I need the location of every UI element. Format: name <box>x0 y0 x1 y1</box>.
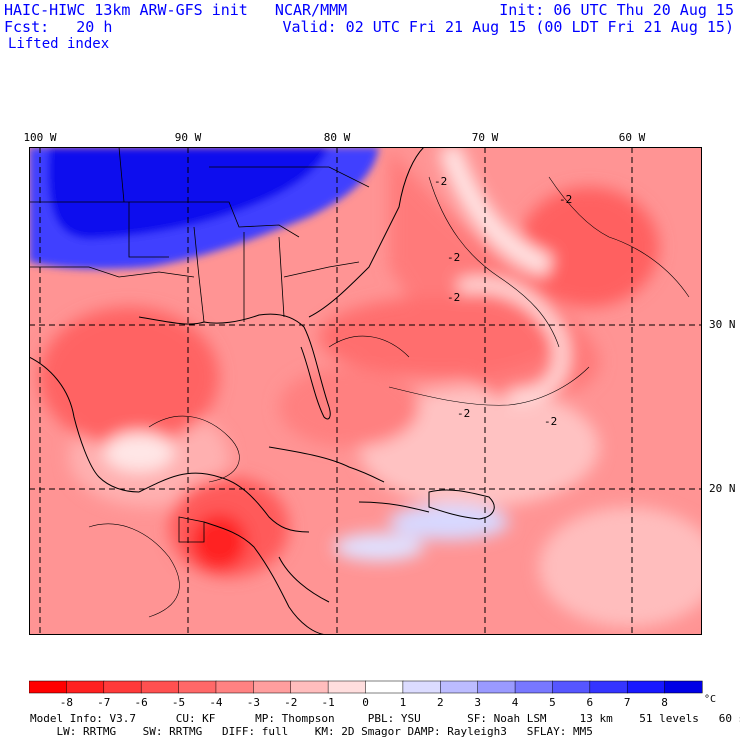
contour-label: -2 <box>544 415 557 428</box>
colorbar-swatch <box>440 680 479 694</box>
colorbar-tick-label: 7 <box>624 696 631 709</box>
field-name: Lifted index <box>8 36 110 52</box>
colorbar-swatch <box>664 680 703 694</box>
contour-label: -2 <box>447 251 460 264</box>
colorbar-swatch <box>477 680 516 694</box>
colorbar-swatch <box>29 680 67 694</box>
colorbar-swatch <box>103 680 142 694</box>
colorbar-swatch <box>402 680 441 694</box>
lon-label-80w: 80 W <box>323 131 351 144</box>
map-frame <box>29 147 702 635</box>
lon-label-90w: 90 W <box>174 131 202 144</box>
colorbar-tick-label: -1 <box>321 696 334 709</box>
colorbar: -8 -7 -6 -5 -4 -3 -2 -1 0 1 2 3 4 5 6 7 8 °C <box>29 680 716 709</box>
lon-label-70w: 70 W <box>471 131 499 144</box>
lon-label-100w: 100 W <box>23 131 57 144</box>
colorbar-tick-label: 0 <box>362 696 369 709</box>
colorbar-tick-label: 1 <box>400 696 407 709</box>
state-borders <box>29 147 370 543</box>
map-title: HAIC-HIWC 13km ARW-GFS init NCAR/MMM <box>4 1 348 19</box>
colorbar-swatch <box>327 680 367 694</box>
colorbar-tick-label: -6 <box>135 696 148 709</box>
colorbar-tick-label: 2 <box>437 696 444 709</box>
colorbar-tick-label: -8 <box>60 696 73 709</box>
colorbar-tick-label: -5 <box>172 696 185 709</box>
contour-label: -2 <box>559 193 572 206</box>
model-info-line-2: LW: RRTMG SW: RRTMG DIFF: full KM: 2D Sm… <box>30 725 593 738</box>
forecast-hour: Fcst: 20 h <box>4 18 113 36</box>
colorbar-swatch <box>178 680 217 694</box>
coastlines <box>29 147 495 635</box>
contour-labels: -2 -2 -2 -2 -2 -2 <box>434 175 572 428</box>
lon-label-60w: 60 W <box>618 131 646 144</box>
colorbar-swatch <box>589 680 628 694</box>
colorbar-swatch <box>514 680 553 694</box>
contour-label: -2 <box>434 175 447 188</box>
colorbar-tick-label: 8 <box>661 696 668 709</box>
colorbar-tick-label: -3 <box>247 696 260 709</box>
colorbar-tick-label: 3 <box>474 696 481 709</box>
colorbar-swatch <box>290 680 329 694</box>
init-time: Init: 06 UTC Thu 20 Aug 15 <box>499 1 734 19</box>
shading-layer <box>39 147 702 627</box>
colorbar-tick-label: 4 <box>512 696 519 709</box>
contour-lines <box>88 176 690 618</box>
colorbar-tick-label: -7 <box>97 696 110 709</box>
lat-label-30n: 30 N <box>709 318 736 331</box>
colorbar-swatch <box>253 680 292 694</box>
lifted-index-map: -2 -2 -2 -2 -2 -2 <box>29 147 702 635</box>
colorbar-tick-label: -2 <box>284 696 297 709</box>
colorbar-tick-label: 6 <box>587 696 594 709</box>
colorbar-swatch <box>626 680 666 694</box>
stable-air-region <box>29 147 379 270</box>
colorbar-tick-label: 5 <box>549 696 556 709</box>
lat-lon-grid <box>29 147 702 635</box>
contour-label: -2 <box>447 291 460 304</box>
lat-label-20n: 20 N <box>709 482 736 495</box>
colorbar-swatch <box>215 680 254 694</box>
colorbar-swatch <box>140 680 180 694</box>
colorbar-unit: °C <box>704 694 716 705</box>
contour-label: -2 <box>457 407 470 420</box>
model-info-line-1: Model Info: V3.7 CU: KF MP: Thompson PBL… <box>30 712 740 725</box>
colorbar-swatch <box>365 680 404 694</box>
colorbar-swatch <box>66 680 105 694</box>
valid-time: Valid: 02 UTC Fri 21 Aug 15 (00 LDT Fri … <box>282 18 734 36</box>
colorbar-tick-label: -4 <box>209 696 223 709</box>
colorbar-swatch <box>552 680 591 694</box>
